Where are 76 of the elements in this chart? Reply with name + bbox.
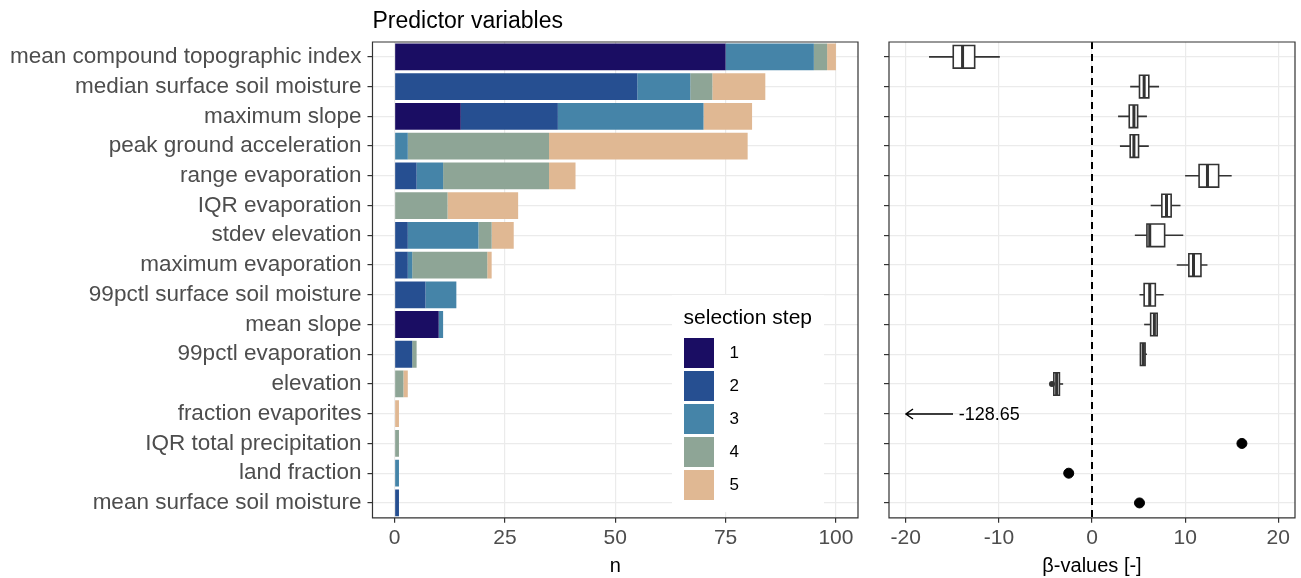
legend-label: 3 [729,409,740,430]
x-tick-label: 50 [603,525,627,549]
y-tick-label: peak ground acceleration [108,132,362,158]
bar [703,102,753,130]
x-axis-title: n [609,553,621,576]
bar [395,311,439,338]
bar [487,251,492,279]
bar [690,73,713,100]
bar [725,43,814,71]
bar [637,73,691,100]
bar [549,132,748,160]
y-tick-label: maximum slope [203,102,362,128]
y-tick-label: 99pctl surface soil moisture [88,280,362,306]
bar [395,132,408,160]
x-tick-label: 25 [493,525,517,549]
bar [395,102,461,130]
bar [407,132,550,160]
bar [395,73,638,100]
annotation: -128.65 [958,403,1020,425]
legend-label: 1 [729,343,740,364]
bar [460,102,558,130]
bar [395,221,408,249]
x-tick-label: 75 [713,525,738,549]
bar [395,370,404,398]
bar [827,43,836,71]
y-tick-label: mean slope [245,310,362,336]
bar [395,430,399,457]
bar [395,459,399,487]
legend-label: 5 [729,475,740,496]
bar [395,43,726,71]
bar [395,281,426,309]
y-tick-label: land fraction [238,459,362,485]
bar [438,311,444,338]
y-tick-label: maximum evaporation [140,251,362,277]
bar [395,340,413,368]
y-tick-label: elevation [271,370,362,396]
bar [403,370,408,398]
x-tick-label: 10 [1173,525,1197,549]
bar [557,102,704,130]
y-tick-label: mean compound topographic index [9,43,363,69]
x-tick-label: 20 [1266,525,1290,549]
y-tick-label: range evaporation [180,162,362,188]
legend-title: selection step [683,304,812,329]
x-tick-label: -20 [890,525,921,549]
bar [813,43,828,71]
legend-label: 4 [729,442,740,463]
y-tick-label: fraction evaporites [177,399,362,425]
bar [443,162,550,190]
bar [425,281,457,309]
bar [447,192,519,219]
y-tick-label: median surface soil moisture [75,72,362,98]
legend-label: 2 [729,376,740,397]
y-tick-label: mean surface soil moisture [92,489,362,515]
x-tick-label: -10 [983,525,1015,549]
bar [549,162,576,190]
y-tick-label: stdev elevation [211,221,362,247]
y-tick-label: IQR total precipitation [145,429,362,455]
bar [407,221,479,249]
bar [395,489,399,517]
bar [395,162,417,190]
y-tick-label: 99pctl evaporation [177,340,362,366]
bar [412,340,417,368]
bar [491,221,514,249]
chart-title: Predictor variables [372,7,563,33]
x-tick-label: 100 [818,525,854,549]
bar [395,251,408,279]
bar [395,192,448,219]
x-tick-label: 0 [388,525,401,549]
bar [395,400,399,428]
x-axis-title: β-values [-] [1042,553,1142,576]
bar [712,73,766,100]
bar [412,251,488,279]
bar [478,221,492,249]
x-tick-label: 0 [1086,525,1098,549]
y-tick-label: IQR evaporation [197,191,362,217]
bar [416,162,444,190]
